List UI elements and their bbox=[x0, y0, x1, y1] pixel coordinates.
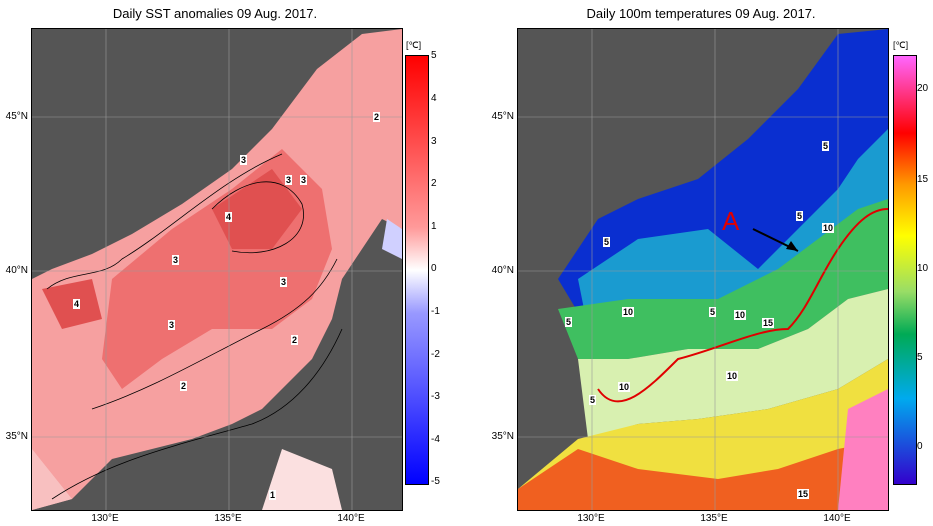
contour-label: 15 bbox=[797, 489, 810, 499]
lat-label: 40°N bbox=[491, 265, 514, 276]
contour-label: 10 bbox=[622, 307, 635, 317]
lon-label: 135°E bbox=[214, 513, 242, 524]
contour-label: 5 bbox=[822, 141, 830, 151]
colorbar-unit: [℃] bbox=[406, 40, 422, 50]
contour-label: 3 bbox=[172, 255, 180, 265]
left-panel-title: Daily SST anomalies 09 Aug. 2017. bbox=[112, 6, 318, 21]
right-panel-title: Daily 100m temperatures 09 Aug. 2017. bbox=[586, 6, 816, 21]
lat-label: 35°N bbox=[491, 431, 514, 442]
lon-label: 140°E bbox=[337, 513, 365, 524]
contour-label: 3 bbox=[280, 277, 288, 287]
contour-label: 1 bbox=[269, 490, 277, 500]
contour-label: 5 bbox=[796, 211, 804, 221]
contour-label: 10 bbox=[618, 382, 631, 392]
lon-label: 140°E bbox=[823, 513, 851, 524]
contour-label: 10 bbox=[726, 371, 739, 381]
temperature-colorbar bbox=[893, 55, 917, 485]
contour-label: 5 bbox=[565, 317, 573, 327]
contour-label: 10 bbox=[822, 223, 835, 233]
contour-label: 4 bbox=[225, 212, 233, 222]
contour-label: 3 bbox=[240, 155, 248, 165]
lat-label: 45°N bbox=[491, 111, 514, 122]
contour-label: 15 bbox=[762, 318, 775, 328]
contour-label: 3 bbox=[168, 320, 176, 330]
annotation-a: A bbox=[722, 206, 740, 236]
lat-label: 35°N bbox=[5, 431, 28, 442]
contour-label: 5 bbox=[589, 395, 597, 405]
temperature-100m-map bbox=[517, 28, 889, 511]
lon-label: 130°E bbox=[577, 513, 605, 524]
contour-label: 5 bbox=[709, 307, 717, 317]
contour-label: 4 bbox=[73, 299, 81, 309]
contour-label: 10 bbox=[734, 310, 747, 320]
contour-label: 5 bbox=[603, 237, 611, 247]
contour-label: 2 bbox=[373, 112, 381, 122]
contour-label: 3 bbox=[300, 175, 308, 185]
lon-label: 135°E bbox=[700, 513, 728, 524]
contour-label: 3 bbox=[285, 175, 293, 185]
lat-label: 45°N bbox=[5, 111, 28, 122]
contour-label: 2 bbox=[180, 381, 188, 391]
sst-anomaly-map bbox=[31, 28, 403, 511]
lon-label: 130°E bbox=[91, 513, 119, 524]
anomaly-colorbar bbox=[405, 55, 429, 485]
contour-label: 2 bbox=[291, 335, 299, 345]
lat-label: 40°N bbox=[5, 265, 28, 276]
colorbar-unit: [℃] bbox=[893, 40, 909, 50]
